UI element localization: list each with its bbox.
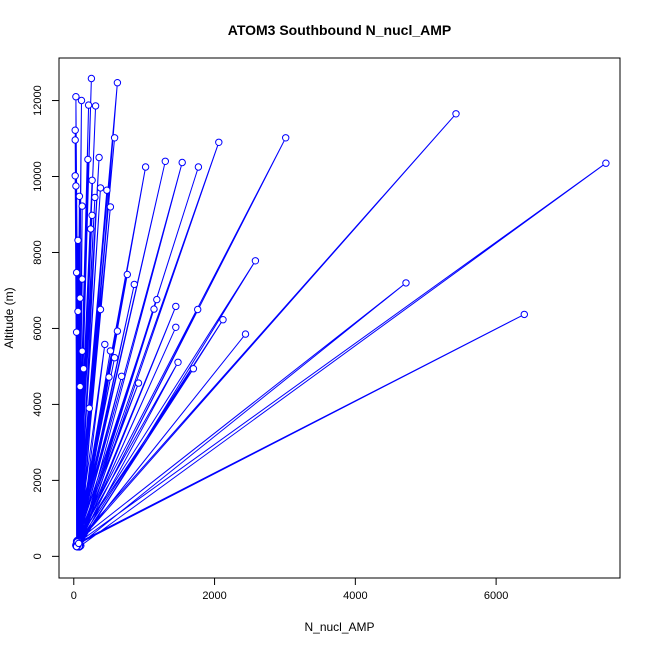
series-line xyxy=(74,78,607,548)
data-point xyxy=(91,102,100,110)
data-point xyxy=(72,268,81,277)
x-axis-label: N_nucl_AMP xyxy=(304,620,374,634)
data-point xyxy=(178,158,186,167)
data-point xyxy=(96,305,105,314)
data-point xyxy=(106,203,115,211)
data-point xyxy=(241,330,250,338)
data-point xyxy=(101,340,109,349)
y-axis: 0 2000 4000 6000 8000 10000 12000 xyxy=(32,85,60,559)
data-point xyxy=(85,404,94,412)
data-point xyxy=(77,96,86,105)
x-tick-label: 4000 xyxy=(343,590,367,602)
data-point xyxy=(75,192,84,201)
x-axis: 0 2000 4000 6000 xyxy=(71,577,508,602)
y-tick-label: 0 xyxy=(32,553,44,559)
data-point xyxy=(71,126,79,134)
x-tick-label: 6000 xyxy=(484,590,508,602)
data-point xyxy=(282,134,290,142)
data-point xyxy=(134,379,143,387)
data-point xyxy=(78,202,86,210)
data-point xyxy=(95,153,103,162)
data-point xyxy=(113,327,122,335)
data-point xyxy=(88,211,96,220)
data-point xyxy=(150,305,158,313)
data-point xyxy=(153,295,161,304)
y-tick-label: 2000 xyxy=(32,468,44,492)
data-point xyxy=(72,93,80,101)
data-point xyxy=(87,225,95,233)
data-point xyxy=(189,365,198,373)
data-point xyxy=(215,138,223,147)
data-point xyxy=(141,163,150,171)
data-point xyxy=(84,101,93,109)
data-point xyxy=(123,270,132,279)
y-tick-label: 8000 xyxy=(32,240,44,264)
data-point xyxy=(602,159,610,167)
data-point xyxy=(110,354,119,362)
data-point xyxy=(194,163,203,171)
data-point xyxy=(74,236,82,245)
data-point xyxy=(219,316,227,324)
data-point xyxy=(72,328,81,336)
data-point xyxy=(103,186,111,194)
x-tick-label: 0 xyxy=(71,590,77,602)
data-point xyxy=(96,184,105,192)
data-point xyxy=(110,134,119,142)
series-layer xyxy=(71,74,610,551)
y-tick-label: 12000 xyxy=(32,85,44,116)
data-point xyxy=(72,182,80,190)
data-point xyxy=(117,372,126,380)
data-point xyxy=(84,155,92,164)
data-point xyxy=(106,347,115,355)
data-point xyxy=(76,382,84,391)
data-point xyxy=(78,275,86,283)
chart-title: ATOM3 Southbound N_nucl_AMP xyxy=(228,22,451,38)
data-point xyxy=(113,79,122,87)
data-point xyxy=(91,193,99,202)
data-point xyxy=(172,323,180,331)
y-tick-label: 4000 xyxy=(32,392,44,416)
data-point xyxy=(105,373,113,381)
data-point xyxy=(174,358,182,366)
data-point xyxy=(452,110,460,118)
data-point xyxy=(194,305,202,314)
data-point xyxy=(74,307,82,316)
data-point xyxy=(130,280,139,289)
data-point xyxy=(402,279,410,287)
y-tick-label: 6000 xyxy=(32,316,44,340)
data-point xyxy=(79,365,88,373)
data-point xyxy=(161,157,170,166)
data-point xyxy=(71,172,79,180)
data-point xyxy=(78,347,86,355)
x-tick-label: 2000 xyxy=(202,590,226,602)
data-point xyxy=(88,176,96,185)
y-tick-label: 10000 xyxy=(32,161,44,192)
data-point xyxy=(71,136,79,144)
data-point xyxy=(76,294,84,302)
data-point xyxy=(172,302,180,311)
data-point xyxy=(75,539,83,548)
data-point xyxy=(251,257,260,265)
y-axis-label: Altitude (m) xyxy=(2,287,16,348)
data-point xyxy=(520,310,528,319)
data-point xyxy=(87,74,96,83)
